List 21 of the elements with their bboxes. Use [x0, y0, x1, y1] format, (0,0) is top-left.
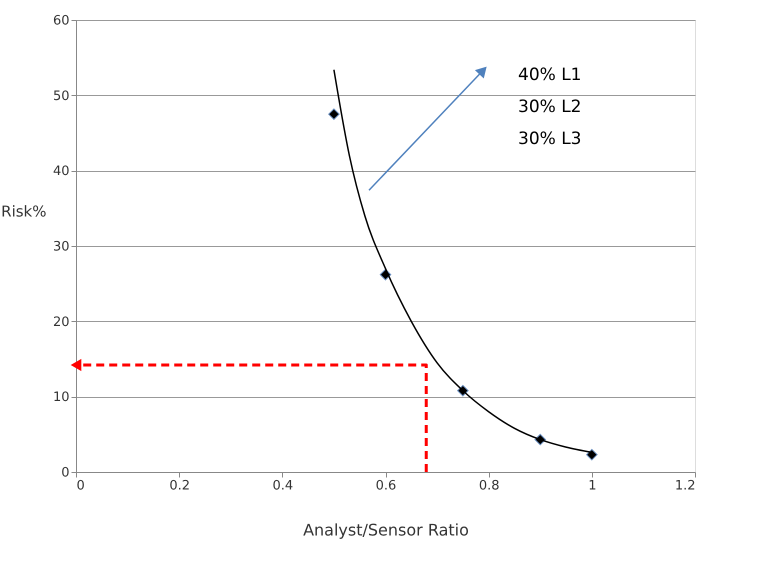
x-tick-label: 1 — [588, 478, 596, 494]
point — [328, 108, 340, 120]
y-tick-label: 60 — [52, 14, 70, 28]
annotation: 30% L2 — [518, 97, 582, 117]
y-axis-title: Risk% — [1, 202, 46, 220]
x-tick-label: 0.6 — [376, 478, 396, 494]
y-tick-label: 30 — [52, 240, 70, 254]
point — [586, 448, 598, 460]
y-tick-label: 0 — [61, 466, 70, 480]
y-tick-label: 10 — [52, 390, 70, 406]
x-tick-label: 1.2 — [674, 478, 696, 494]
x-tick-label: 0.2 — [169, 478, 190, 494]
x-tick-label: 0.4 — [272, 478, 294, 494]
y-tick-label: 20 — [52, 314, 70, 330]
annotation: 30% L3 — [518, 129, 582, 149]
x-axis-title: Analyst/Sensor Ratio — [303, 520, 469, 540]
annotation: 40% L1 — [518, 65, 582, 85]
x-tick-label: 0.8 — [478, 478, 500, 494]
x-tick-label: 0 — [76, 478, 85, 494]
y-tick-label: 50 — [52, 88, 70, 104]
y-tick-label: 40 — [52, 164, 70, 180]
